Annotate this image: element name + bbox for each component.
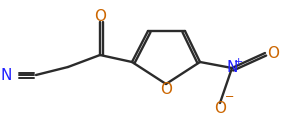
Text: +: + (233, 57, 243, 67)
Text: O: O (94, 9, 106, 24)
Text: N: N (1, 68, 12, 83)
Text: O: O (160, 82, 172, 97)
Text: −: − (225, 92, 235, 102)
Text: N: N (226, 60, 238, 75)
Text: −: − (225, 92, 235, 102)
Text: O: O (214, 101, 226, 116)
Text: O: O (267, 46, 279, 60)
